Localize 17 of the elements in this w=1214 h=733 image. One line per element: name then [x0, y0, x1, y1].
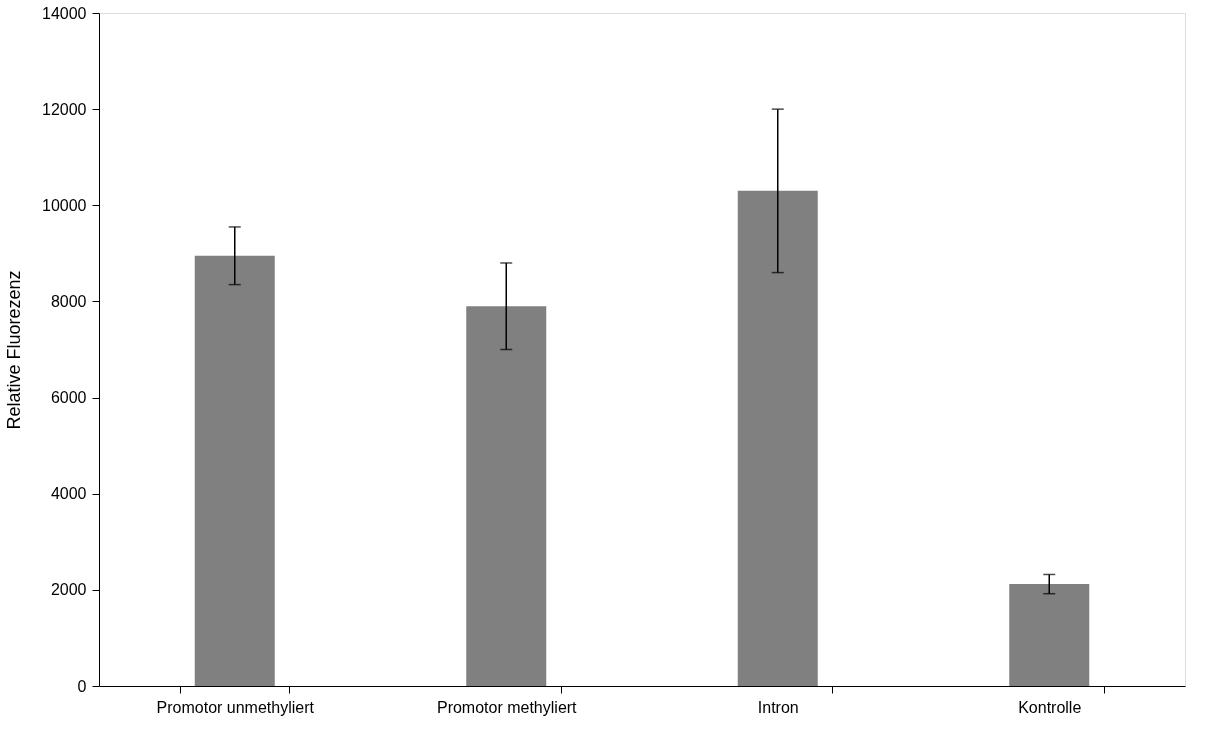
bar — [737, 190, 818, 686]
y-axis-title: Relative Fluorezenz — [4, 270, 25, 430]
x-tick-label: Kontrolle — [1018, 698, 1082, 716]
y-tick-label: 0 — [77, 677, 87, 695]
y-tick-label: 10000 — [42, 196, 87, 214]
y-tick-label: 4000 — [50, 485, 87, 503]
x-tick-label: Promotor methyliert — [436, 698, 578, 716]
y-tick-label: 6000 — [50, 389, 87, 407]
y-tick-label: 2000 — [50, 581, 87, 599]
y-tick-label: 12000 — [42, 100, 87, 118]
y-tick-label: 8000 — [50, 292, 87, 310]
bar — [1009, 584, 1090, 686]
x-tick-label: Intron — [757, 698, 799, 716]
x-tick-label: Promotor unmethyliert — [156, 698, 315, 716]
bar — [194, 255, 275, 686]
bar — [466, 306, 547, 686]
y-tick-label: 14000 — [42, 4, 87, 22]
